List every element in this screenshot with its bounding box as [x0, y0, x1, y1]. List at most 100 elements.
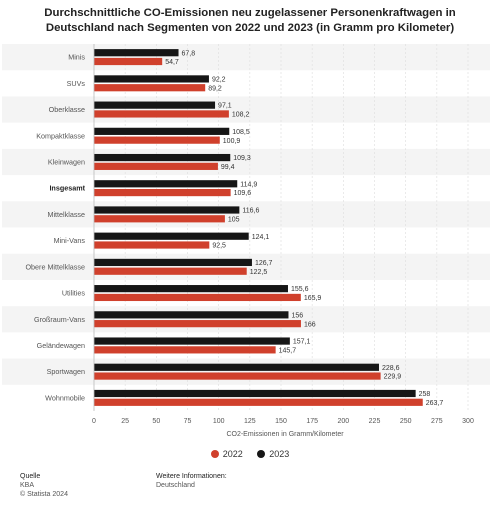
legend-label-2023: 2023	[269, 449, 290, 459]
data-label-2022: 99,4	[221, 164, 235, 171]
bar-2022	[94, 215, 225, 223]
bar-2022	[94, 136, 220, 144]
bar-2022	[94, 346, 276, 354]
data-label-2023: 126,7	[255, 260, 273, 267]
more-info-block: Weitere Informationen: Deutschland	[156, 472, 227, 490]
bar-2023	[94, 101, 216, 109]
row-band	[2, 148, 490, 176]
bar-2023	[94, 127, 230, 135]
legend-swatch-2023	[257, 450, 266, 458]
bar-2022	[94, 241, 210, 249]
bar-2023	[94, 258, 252, 267]
bar-2023	[94, 337, 290, 345]
data-label-2023: 67,8	[182, 50, 196, 57]
bar-2022	[94, 84, 206, 92]
bar-2023	[94, 232, 249, 240]
category-label: Obere Mittelklasse	[25, 262, 85, 271]
x-tick-label: 25	[121, 418, 129, 425]
x-tick-label: 150	[275, 418, 287, 425]
category-label: Kleinwagen	[48, 157, 85, 166]
data-label-2022: 100,9	[223, 138, 241, 145]
legend-label-2022: 2022	[222, 449, 243, 459]
x-tick-label: 0	[92, 418, 96, 425]
data-label-2023: 114,9	[240, 181, 257, 188]
data-label-2023: 97,1	[218, 103, 232, 110]
category-label: Großraum-Vans	[34, 315, 85, 324]
data-label-2023: 124,1	[252, 234, 270, 241]
category-label: Sportwagen	[47, 367, 85, 376]
category-label: Geländewagen	[37, 341, 85, 350]
category-label: SUVs	[67, 79, 86, 88]
data-label-2023: 109,3	[233, 155, 251, 162]
data-label-2023: 156	[291, 312, 303, 319]
bar-2022	[94, 57, 163, 66]
x-tick-label: 200	[337, 418, 349, 425]
data-label-2022: 122,5	[250, 269, 268, 276]
source-block: Quelle KBA © Statista 2024	[20, 472, 68, 499]
legend-item-2022[interactable]: 2022	[210, 449, 243, 459]
x-tick-label: 175	[306, 418, 318, 425]
data-label-2022: 166	[304, 321, 316, 328]
category-label: Utilities	[62, 289, 86, 298]
bar-2023	[94, 311, 289, 319]
category-label: Oberklasse	[49, 105, 85, 114]
bar-2022	[94, 188, 231, 197]
data-label-2023: 108,5	[232, 129, 250, 136]
data-label-2022: 92,5	[212, 243, 226, 250]
x-tick-label: 100	[213, 418, 225, 425]
legend-item-2023[interactable]: 2023	[257, 449, 289, 459]
x-tick-label: 225	[369, 418, 381, 425]
bar-2023	[94, 206, 240, 214]
bar-2023	[94, 285, 288, 293]
data-label-2023: 92,2	[212, 77, 226, 84]
data-label-2022: 145,7	[279, 347, 297, 354]
chart-title: Durchschnittliche CO-Emissionen neu zuge…	[44, 7, 456, 34]
category-label: Mittelklasse	[47, 210, 85, 219]
data-label-2022: 108,2	[232, 112, 250, 119]
bar-2023	[94, 153, 231, 162]
x-tick-label: 300	[462, 418, 474, 425]
data-label-2022: 89,2	[208, 85, 222, 92]
row-band	[2, 253, 490, 280]
row-band	[2, 306, 490, 333]
bar-2022	[94, 110, 229, 118]
x-axis-title: CO2-Emissionen in Gramm/Kilometer	[226, 431, 344, 438]
category-label: Kompaktklasse	[36, 131, 85, 140]
bar-2022	[94, 293, 301, 302]
data-label-2022: 165,9	[304, 295, 322, 302]
more-info-label: Weitere Informationen:	[156, 473, 227, 480]
data-label-2023: 116,6	[242, 208, 259, 215]
x-tick-label: 250	[400, 418, 412, 425]
bar-2022	[94, 320, 301, 328]
bar-2022	[94, 372, 381, 380]
x-tick-label: 50	[152, 418, 160, 425]
bar-2023	[94, 363, 379, 371]
data-label-2023: 228,6	[382, 365, 400, 372]
x-tick-label: 75	[184, 418, 192, 425]
row-band	[2, 358, 490, 385]
data-label-2022: 109,6	[234, 190, 252, 197]
x-tick-label: 275	[431, 418, 443, 425]
bar-2023	[94, 389, 416, 398]
data-label-2022: 54,7	[165, 59, 179, 66]
source-value[interactable]: KBA	[20, 482, 35, 489]
bar-2023	[94, 49, 179, 57]
category-label: Wohnmobile	[45, 393, 85, 402]
copyright[interactable]: © Statista 2024	[20, 491, 68, 498]
more-info-value: Deutschland	[156, 482, 195, 489]
x-tick-label: 125	[244, 418, 256, 425]
legend: 2022 2023	[0, 449, 500, 460]
category-label: Mini-Vans	[54, 236, 86, 245]
data-label-2023: 258	[419, 391, 431, 398]
data-label-2022: 263,7	[426, 400, 444, 407]
bar-2022	[94, 267, 247, 275]
data-label-2022: 105	[228, 216, 240, 223]
data-label-2023: 157,1	[293, 339, 311, 346]
row-band	[2, 201, 490, 228]
bar-2023	[94, 180, 238, 188]
bar-2023	[94, 75, 209, 83]
bar-2022	[94, 162, 218, 170]
category-label: Insgesamt	[49, 184, 85, 193]
row-band	[2, 96, 490, 123]
